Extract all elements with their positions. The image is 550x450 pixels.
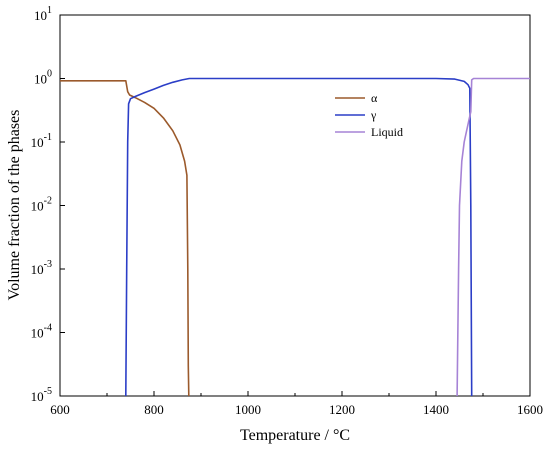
x-tick-label: 1600	[517, 402, 543, 417]
legend: αγ Liquid	[335, 91, 403, 139]
x-axis-title: Temperature / °C	[240, 427, 350, 444]
y-tick-label: 10-3	[31, 259, 52, 277]
series-lines	[60, 77, 530, 397]
y-axis-ticks: 10-5 10-4 10-3 10-2 10-1 100 101	[31, 5, 65, 404]
x-tick-label: 1200	[329, 402, 355, 417]
legend-label: α	[371, 91, 378, 105]
x-tick-label: 1400	[423, 402, 449, 417]
series-line-2	[456, 77, 530, 397]
y-tick-label: 10-1	[31, 132, 52, 150]
legend-label: γ	[370, 108, 377, 122]
y-tick-label: 101	[34, 5, 52, 23]
x-tick-label: 600	[50, 402, 70, 417]
x-axis-ticks: 600 800 1000 1200 1400 1600	[50, 391, 543, 417]
x-tick-label: 1000	[235, 402, 261, 417]
y-tick-label: 10-5	[31, 386, 52, 404]
x-tick-label: 800	[144, 402, 164, 417]
y-tick-label: 10-2	[31, 196, 52, 214]
legend-label: Liquid	[371, 125, 403, 139]
series-line-1	[125, 77, 473, 397]
series-line-0	[60, 80, 190, 397]
y-axis-title: Volume fraction of the phases	[6, 110, 23, 301]
y-tick-label: 10-4	[31, 323, 52, 341]
y-tick-label: 100	[34, 69, 52, 87]
